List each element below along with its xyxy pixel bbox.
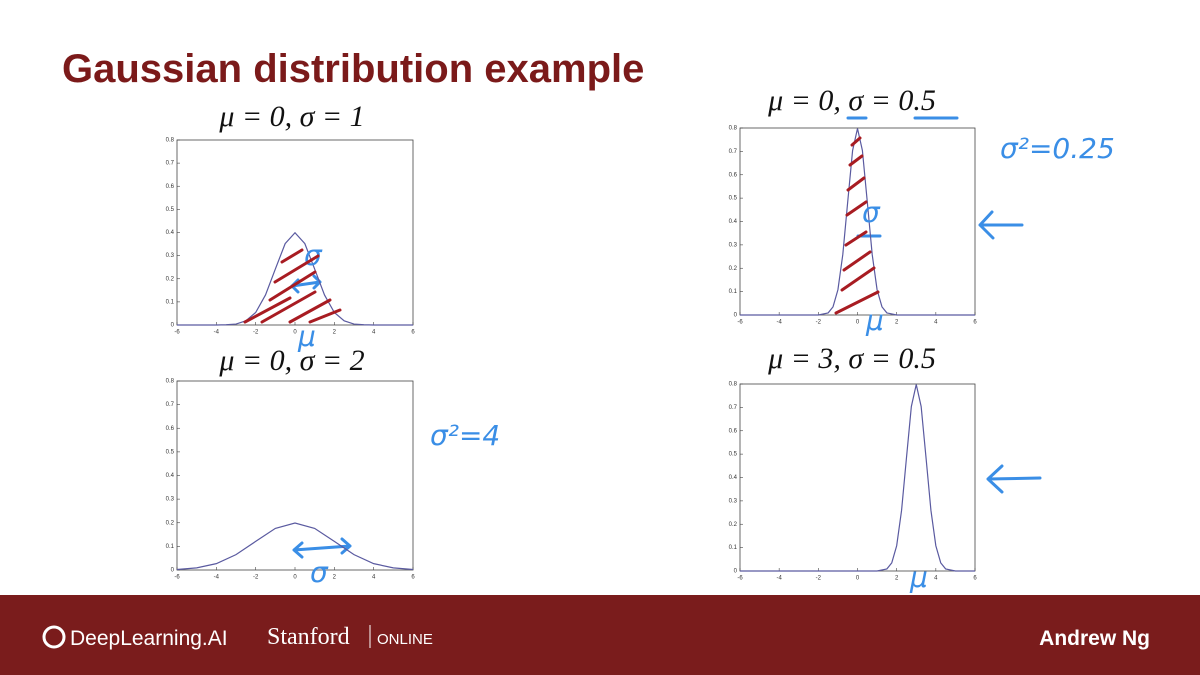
x-tick-label: 4	[934, 576, 938, 582]
x-tick-label: 2	[333, 330, 337, 336]
y-tick-label: 0.6	[166, 426, 175, 432]
x-tick-label: 0	[293, 575, 297, 581]
handwritten-note: μ	[865, 304, 884, 337]
chart-title: μ = 0, σ = 0.5	[767, 84, 936, 117]
y-tick-label: 0.1	[166, 544, 175, 550]
chart: μ = 0, σ = 1 0 0.1 0.2 0.3 0.4 0.5 0.6 0.7 0.8 -6 -…	[166, 100, 416, 353]
y-tick-label: 0	[734, 569, 738, 575]
y-tick-label: 0.1	[729, 289, 738, 295]
x-tick-label: 4	[934, 320, 938, 326]
partner: Stanford	[267, 624, 350, 650]
y-tick-label: 0.4	[729, 475, 738, 481]
y-tick-label: 0.1	[166, 299, 175, 305]
x-tick-label: 4	[372, 575, 376, 581]
x-tick-label: 2	[333, 575, 337, 581]
y-tick-label: 0.6	[729, 172, 738, 178]
y-tick-label: 0.3	[729, 498, 738, 504]
chart-title: μ = 0, σ = 2	[218, 344, 364, 377]
x-tick-label: 0	[856, 320, 860, 326]
y-tick-label: 0.2	[166, 520, 175, 526]
x-tick-label: -6	[737, 576, 743, 582]
x-tick-label: -2	[816, 576, 822, 582]
y-tick-label: 0.5	[166, 207, 175, 213]
handwritten-note: σ	[862, 196, 881, 229]
y-tick-label: 0.3	[729, 242, 738, 248]
curve	[176, 522, 414, 571]
y-tick-label: 0.2	[729, 266, 738, 272]
x-tick-label: -6	[737, 320, 743, 326]
handwritten-marks	[290, 116, 1042, 559]
slide-title: Gaussian distribution example	[62, 47, 644, 91]
y-tick-label: 0.7	[729, 149, 738, 155]
y-tick-label: 0.6	[729, 428, 738, 434]
y-tick-label: 0.8	[729, 126, 738, 132]
handwritten-note: μ	[909, 561, 928, 594]
x-tick-label: 4	[372, 330, 376, 336]
x-tick-label: 0	[293, 330, 297, 336]
curve	[177, 231, 413, 326]
x-tick-label: 6	[973, 576, 977, 582]
y-tick-label: 0.5	[729, 196, 738, 202]
x-tick-label: 6	[973, 320, 977, 326]
chart-title: μ = 3, σ = 0.5	[767, 342, 936, 375]
curve	[740, 128, 975, 316]
y-tick-label: 0.6	[166, 184, 175, 190]
y-tick-label: 0.1	[729, 545, 738, 551]
handwritten-note: σ	[304, 239, 323, 272]
x-tick-label: 2	[895, 576, 899, 582]
y-tick-label: 0.5	[166, 449, 175, 455]
y-tick-label: 0.5	[729, 452, 738, 458]
y-tick-label: 0.3	[166, 497, 175, 503]
chart: μ = 3, σ = 0.5 0 0.1 0.2 0.3 0.4 0.5 0.6 0.7 0.8 -…	[729, 342, 978, 594]
y-tick-label: 0.7	[166, 161, 175, 167]
chart: μ = 0, σ = 0.5 0 0.1 0.2 0.3 0.4 0.5 0.6 0.7 0.8 -…	[729, 84, 1115, 337]
x-tick-label: -2	[253, 575, 259, 581]
hatching	[243, 136, 880, 324]
handwritten-note: σ²=0.25	[1000, 132, 1115, 165]
handwritten-note: μ	[297, 320, 316, 353]
x-tick-label: 0	[856, 576, 860, 582]
y-tick-label: 0.8	[166, 379, 175, 385]
y-tick-label: 0	[734, 313, 738, 319]
footer-bar	[0, 595, 1200, 675]
chart-title: μ = 0, σ = 1	[218, 100, 364, 133]
partner-sub: ONLINE	[377, 631, 433, 648]
y-tick-label: 0.4	[166, 473, 175, 479]
x-tick-label: -2	[253, 330, 259, 336]
y-tick-label: 0.4	[166, 230, 175, 236]
handwritten-note: σ	[310, 556, 329, 589]
y-tick-label: 0.7	[729, 405, 738, 411]
y-tick-label: 0.3	[166, 253, 175, 259]
y-tick-label: 0.8	[729, 382, 738, 388]
curve	[740, 384, 975, 572]
x-tick-label: -4	[776, 320, 782, 326]
handwritten-note: σ²=4	[430, 419, 500, 452]
x-tick-label: -2	[816, 320, 822, 326]
y-tick-label: 0.8	[166, 138, 175, 144]
y-tick-label: 0	[171, 568, 175, 574]
x-tick-label: -6	[174, 330, 180, 336]
x-tick-label: 6	[411, 575, 415, 581]
y-tick-label: 0.2	[166, 276, 175, 282]
y-tick-label: 0	[171, 323, 175, 329]
y-tick-label: 0.7	[166, 402, 175, 408]
x-tick-label: -4	[776, 576, 782, 582]
brand: DeepLearning.AI	[70, 627, 228, 650]
brand-logo	[42, 625, 66, 649]
chart: μ = 0, σ = 2 0 0.1 0.2 0.3 0.4 0.5 0.6 0.7 0.8 -6 -…	[166, 344, 501, 589]
x-tick-label: 6	[411, 330, 415, 336]
y-tick-label: 0.4	[729, 219, 738, 225]
author: Andrew Ng	[1039, 627, 1150, 650]
y-tick-label: 0.2	[729, 522, 738, 528]
x-tick-label: -6	[174, 575, 180, 581]
x-tick-label: -4	[214, 330, 220, 336]
x-tick-label: 2	[895, 320, 899, 326]
x-tick-label: -4	[214, 575, 220, 581]
